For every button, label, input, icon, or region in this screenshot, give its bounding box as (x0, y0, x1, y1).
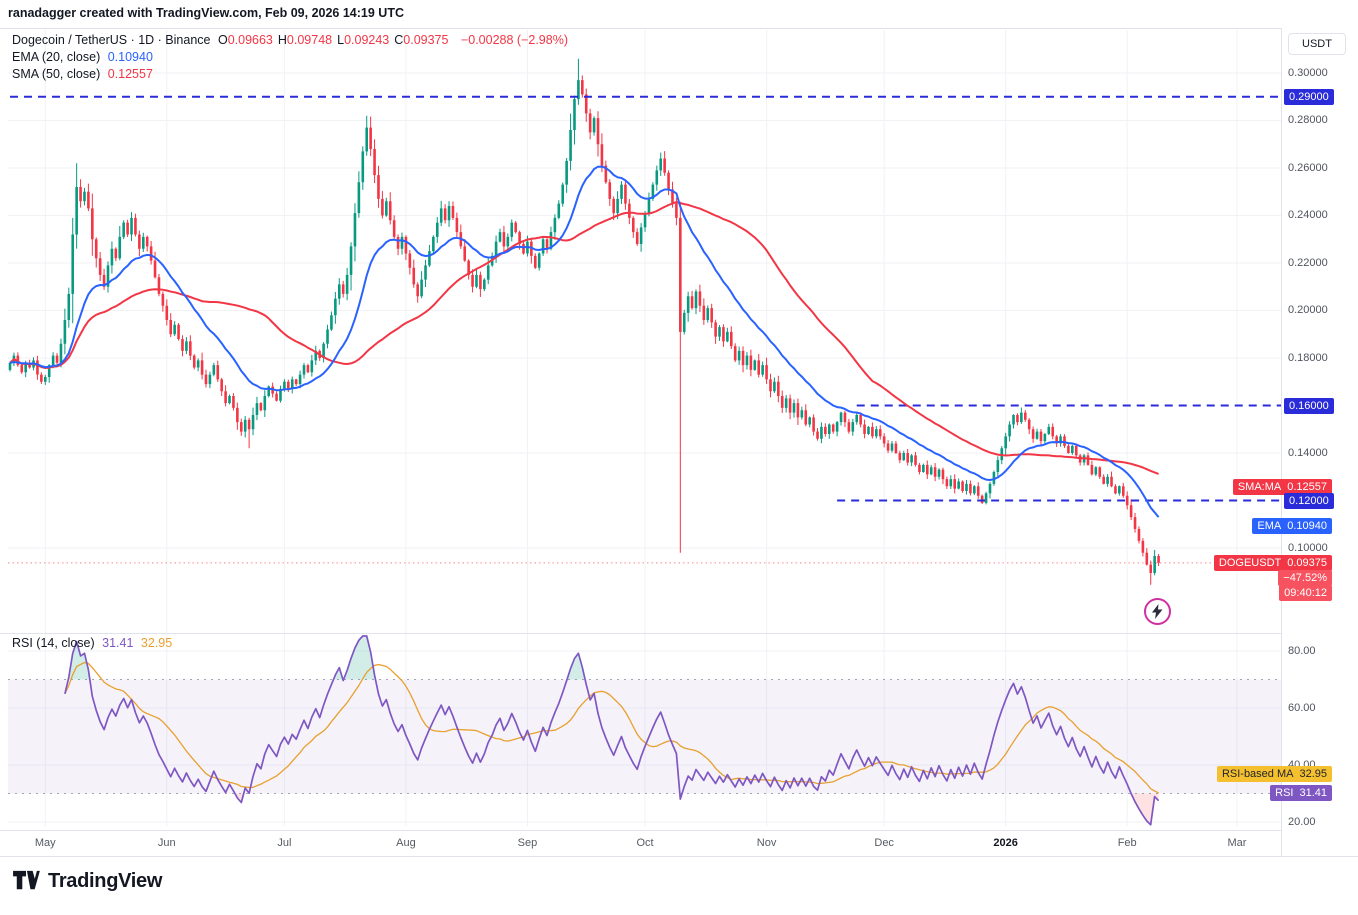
ema-legend-row[interactable]: EMA (20, close) 0.10940 (12, 49, 572, 66)
tradingview-brand[interactable]: TradingView (12, 869, 162, 893)
rsi-ma-tag: RSI-based MA (1221, 768, 1294, 780)
axis-tick-label: 0.24000 (1288, 209, 1328, 221)
level-price-label: 0.12000 (1284, 492, 1334, 509)
time-scale[interactable]: May Jun Jul Aug Sep Oct Nov Dec 2026 Feb Mar (0, 830, 1281, 856)
time-axis-label: Nov (756, 837, 777, 849)
symbol-legend-row[interactable]: Dogecoin / TetherUS · 1D · Binance O0.09… (12, 32, 572, 49)
level-price-label: 0.29000 (1284, 88, 1334, 105)
rsi-ma-axis-label: RSI-based MA 32.95 (1216, 766, 1332, 782)
lightning-bolt-icon (1152, 604, 1163, 619)
axis-tick-label: 0.14000 (1288, 446, 1328, 459)
last-price-value: 0.09375 (1287, 557, 1327, 569)
instant-trading-icon[interactable] (1144, 598, 1171, 625)
axis-tick-label: 0.22000 (1288, 256, 1328, 269)
price-scale[interactable]: USDT 0.30000 0.28000 0.26000 0.24000 0.22000… (1282, 28, 1358, 856)
time-axis-label: Jun (157, 837, 176, 849)
sma-indicator-value: 0.12557 (107, 67, 153, 81)
axis-separator (1281, 28, 1282, 856)
change-percent-value: −47.52% (1283, 572, 1327, 584)
time-axis-label: Aug (396, 837, 416, 849)
ema-price-tag: EMA (1257, 520, 1282, 532)
time-axis-label: Oct (636, 837, 654, 849)
time-axis-label: May (34, 837, 56, 849)
bottom-divider (0, 856, 1358, 857)
axis-tick-label: 0.18000 (1288, 351, 1328, 364)
header-divider (0, 28, 1358, 29)
tradingview-wordmark: TradingView (48, 869, 163, 892)
rsi-legend-row[interactable]: RSI (14, close) 31.41 32.95 (12, 636, 176, 650)
axis-tick-label: 0.28000 (1288, 114, 1328, 126)
pane-separator[interactable] (0, 633, 1358, 634)
time-axis-label: Mar (1227, 837, 1247, 849)
axis-tick-label: 20.00 (1288, 815, 1316, 828)
time-axis-label: Sep (517, 837, 538, 849)
rsi-indicator-label[interactable]: RSI (14, close) (12, 636, 95, 650)
ema-indicator-label[interactable]: EMA (20, close) (12, 50, 101, 64)
sma-indicator-label[interactable]: SMA (50, close) (12, 67, 101, 81)
price-scale-unit-button[interactable]: USDT (1288, 33, 1346, 55)
axis-tick-label: 0.10000 (1288, 541, 1328, 554)
time-axis-label: 2026 (993, 837, 1018, 849)
ema-price-label: EMA 0.10940 (1252, 518, 1332, 534)
attribution-text: ranadagger created with TradingView.com,… (8, 6, 404, 20)
sma-legend-row[interactable]: SMA (50, close) 0.12557 (12, 66, 572, 83)
axis-tick-label: 0.20000 (1288, 304, 1328, 316)
ohlc-values: O0.09663 H0.09748 L0.09243 C0.09375 (217, 33, 449, 47)
symbol-title[interactable]: Dogecoin / TetherUS · 1D · Binance (12, 33, 211, 47)
rsi-ma-axis-value: 32.95 (1299, 768, 1327, 780)
rsi-value: 31.41 (102, 636, 134, 650)
sma-price-value: 0.12557 (1287, 481, 1327, 493)
countdown-value: 09:40:12 (1284, 587, 1327, 599)
axis-tick-label: 0.26000 (1288, 161, 1328, 174)
axis-tick-label: 60.00 (1288, 701, 1316, 714)
time-axis-label: Feb (1117, 837, 1137, 849)
tradingview-logo-icon (13, 870, 40, 890)
sma-price-tag: SMA:MA (1237, 481, 1282, 493)
sma-price-label: SMA:MA 0.12557 (1232, 479, 1332, 495)
level-price-label: 0.16000 (1284, 397, 1334, 414)
rsi-ma-value: 32.95 (140, 636, 173, 650)
last-price-label: DOGEUSDT 0.09375 (1213, 555, 1332, 571)
bar-countdown-label: 09:40:12 (1279, 585, 1332, 601)
chart-legend: Dogecoin / TetherUS · 1D · Binance O0.09… (12, 32, 572, 83)
time-axis-label: Dec (874, 837, 894, 849)
change-percent-label: −47.52% (1278, 570, 1332, 586)
change-value: −0.00288 (−2.98%) (460, 33, 568, 47)
rsi-axis-label: RSI 31.41 (1270, 785, 1332, 801)
axis-tick-label: 80.00 (1288, 644, 1316, 657)
axis-tick-label: 0.30000 (1288, 66, 1328, 79)
rsi-axis-value: 31.41 (1299, 787, 1327, 799)
ema-indicator-value: 0.10940 (107, 50, 153, 64)
symbol-tag: DOGEUSDT (1218, 557, 1282, 569)
rsi-tag: RSI (1275, 787, 1294, 799)
ema-price-value: 0.10940 (1287, 520, 1327, 532)
time-axis-label: Jul (277, 837, 292, 849)
